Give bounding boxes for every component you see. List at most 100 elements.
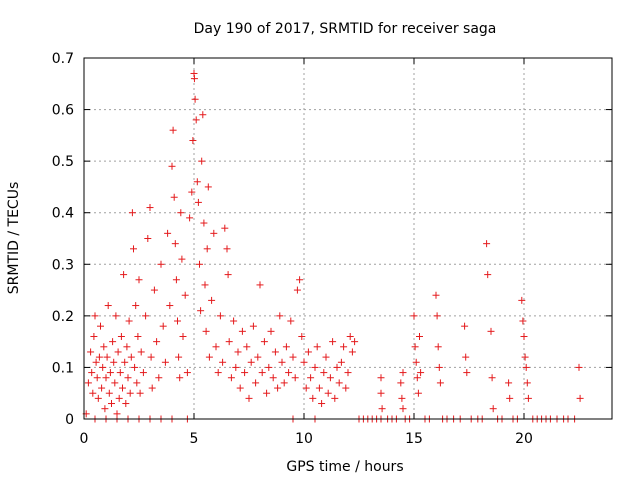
data-point [108,400,115,408]
data-point [170,193,178,201]
data-point [122,400,130,408]
data-point [296,276,304,284]
data-point [204,183,212,191]
x-tick-label: 5 [190,431,199,447]
data-point [243,343,251,351]
data-point [225,338,233,346]
x-axis-label: GPS time / hours [286,459,403,475]
data-point [234,348,242,356]
data-point [214,369,222,377]
data-point [293,286,301,294]
plot-frame [83,57,613,420]
data-point [252,379,260,387]
data-point [210,229,218,237]
data-point [307,374,315,382]
x-tick-label: 15 [405,431,423,447]
data-point [285,369,293,377]
data-point [484,271,492,279]
y-tick-label: 0 [65,412,74,428]
data-points [82,69,584,423]
x-tick-label: 0 [80,431,89,447]
data-point [105,389,113,397]
data-point [346,332,354,340]
data-point [155,374,163,382]
data-point [181,291,189,299]
y-tick-label: 0.5 [52,154,74,170]
data-point [436,379,444,387]
data-point [153,338,161,346]
data-point [506,394,514,402]
data-point [434,343,442,351]
data-point [521,353,529,361]
data-point [89,389,97,397]
data-point [94,394,102,402]
data-point [133,379,141,387]
data-point [120,271,128,279]
data-point [410,312,418,320]
data-point [462,353,470,361]
data-point [219,358,227,366]
data-point [150,286,158,294]
data-point [576,394,584,402]
data-point [202,327,210,335]
data-point [267,327,275,335]
data-point [171,240,179,248]
data-point [397,379,405,387]
data-point [196,260,203,268]
data-point [280,379,288,387]
y-tick-label: 0.2 [52,309,74,325]
data-point [124,374,132,382]
data-point [117,332,125,340]
data-point [417,369,425,377]
data-point [247,358,255,366]
x-tick-label: 10 [295,431,313,447]
data-point [260,338,268,346]
data-point [174,317,181,325]
data-point [278,358,286,366]
data-point [483,240,491,248]
data-point [318,400,326,408]
data-point [194,198,202,206]
data-point [575,363,583,371]
data-point [315,384,323,392]
data-point [110,358,118,366]
data-point [326,374,334,382]
data-point [282,343,290,351]
data-point [524,394,532,402]
data-point [87,348,95,356]
y-tick-label: 0.6 [52,103,74,119]
data-point [212,343,220,351]
data-point [263,389,271,397]
data-point [169,126,177,134]
data-point [216,312,224,320]
data-point [463,369,471,377]
data-point [136,389,144,397]
data-point [271,348,279,356]
data-point [166,302,174,310]
data-point [488,374,496,382]
data-point [518,296,526,304]
data-point [123,343,131,351]
data-point [227,374,235,382]
data-point [100,343,108,351]
data-point [223,245,231,253]
data-point [289,353,297,361]
data-point [311,363,319,371]
y-tick-label: 0.3 [52,257,74,273]
data-point [134,332,142,340]
data-point [125,317,133,325]
data-point [348,348,356,356]
data-point [298,332,306,340]
data-point [192,116,200,124]
data-point [522,363,530,371]
data-point [148,384,156,392]
data-point [324,389,332,397]
data-point [106,369,114,377]
data-point [304,348,312,356]
data-point [84,379,92,387]
data-point [157,260,165,268]
data-point [193,178,201,186]
data-point [161,358,169,366]
data-point [523,379,531,387]
data-point [224,271,232,279]
